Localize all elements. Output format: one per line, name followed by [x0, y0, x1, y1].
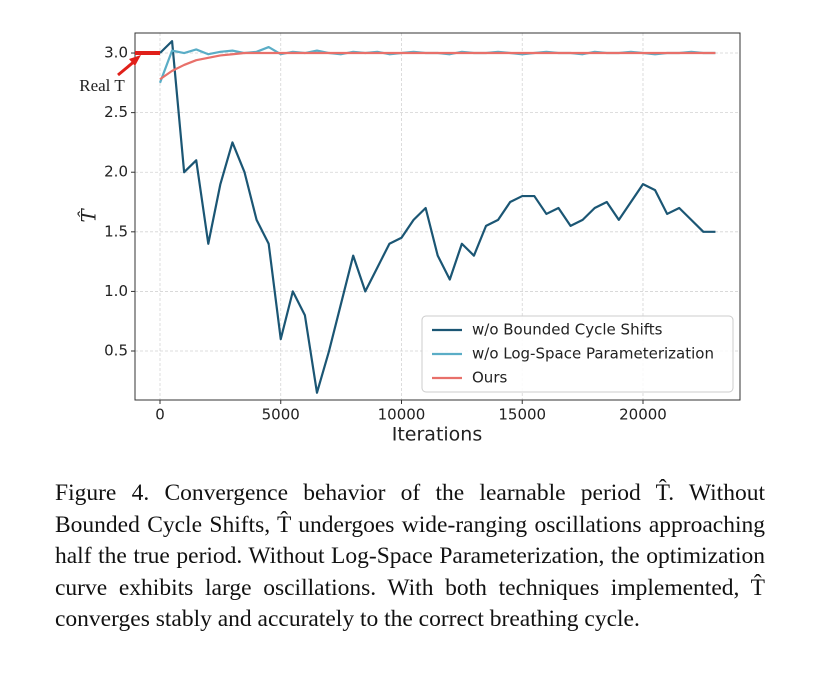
legend-label: Ours	[472, 369, 507, 387]
y-tick-label: 3.0	[104, 44, 128, 62]
x-tick-label: 10000	[378, 406, 426, 424]
series-line	[159, 40, 716, 394]
legend-box	[421, 315, 734, 393]
x-tick-label: 20000	[619, 406, 667, 424]
y-tick-label: 0.5	[104, 342, 128, 360]
axes-frame	[134, 32, 741, 401]
y-axis-label: T̂	[77, 208, 101, 223]
y-tick-label: 1.5	[104, 222, 128, 240]
annotation-text: Real T	[79, 76, 125, 95]
x-tick-label: 15000	[498, 406, 546, 424]
plot-area	[158, 40, 716, 394]
y-tick-label: 1.0	[104, 282, 128, 300]
figure-caption: Figure 4. Convergence behavior of the le…	[55, 480, 765, 632]
x-tick-label: 0	[155, 406, 165, 424]
legend: w/o Bounded Cycle Shifts w/o Log-Space Pa…	[421, 315, 734, 393]
x-tick-label: 5000	[262, 406, 300, 424]
y-tick-label: 2.5	[104, 103, 128, 121]
series-line	[159, 51, 716, 81]
y-tick-label: 2.0	[104, 163, 128, 181]
x-axis-label: Iterations	[392, 424, 483, 446]
legend-label: w/o Log-Space Parameterization	[472, 345, 714, 363]
legend-label: w/o Bounded Cycle Shifts	[472, 321, 663, 339]
annotation-arrowhead	[129, 55, 141, 66]
chart: Iterations T̂ Real T w/o Bounded Cycle S…	[77, 32, 741, 446]
